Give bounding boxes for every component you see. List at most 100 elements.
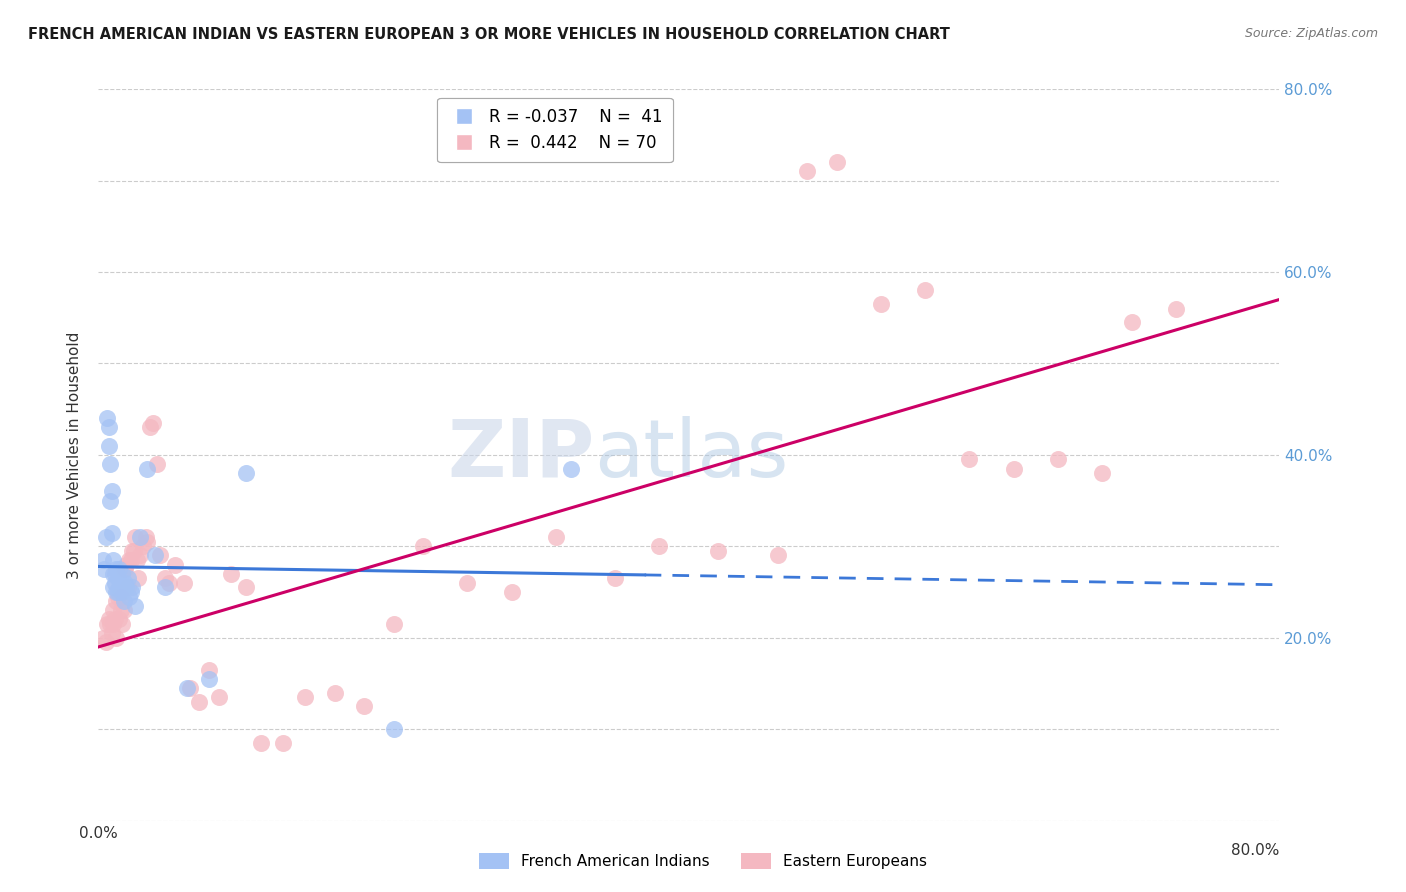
Point <box>707 544 730 558</box>
Point <box>382 617 405 632</box>
Point <box>179 681 201 695</box>
Point <box>111 581 134 595</box>
Point <box>187 695 209 709</box>
Point <box>97 420 120 434</box>
Point <box>135 530 157 544</box>
Point <box>766 549 789 563</box>
Text: ZIP: ZIP <box>447 416 595 494</box>
Point <box>648 539 671 553</box>
Point <box>143 549 166 563</box>
Point <box>136 534 159 549</box>
Point <box>121 544 143 558</box>
Point <box>103 617 125 632</box>
Point <box>546 530 568 544</box>
Point <box>112 562 135 576</box>
Point <box>98 457 121 471</box>
Point <box>104 566 127 581</box>
Point <box>110 585 132 599</box>
Point <box>139 420 162 434</box>
Point <box>353 699 375 714</box>
Point <box>103 566 125 581</box>
Point <box>125 553 148 567</box>
Point <box>105 585 128 599</box>
Point <box>117 581 139 595</box>
Point <box>198 672 221 686</box>
Point <box>157 576 180 591</box>
Point <box>104 576 127 591</box>
Point <box>132 539 155 553</box>
Point <box>456 576 478 591</box>
Point <box>146 457 169 471</box>
Point <box>176 681 198 695</box>
Point <box>198 663 221 677</box>
Point <box>1091 466 1114 480</box>
Point <box>914 284 936 298</box>
Point <box>97 613 120 627</box>
Point <box>117 571 139 585</box>
Point <box>107 590 129 604</box>
Point <box>96 411 118 425</box>
Point <box>124 599 146 613</box>
Point <box>382 723 405 737</box>
Point <box>149 549 172 563</box>
Text: 80.0%: 80.0% <box>1232 844 1279 858</box>
Point <box>796 164 818 178</box>
Text: Source: ZipAtlas.com: Source: ZipAtlas.com <box>1244 27 1378 40</box>
Point <box>98 493 121 508</box>
Point <box>107 571 129 585</box>
Point <box>112 603 135 617</box>
Point <box>294 690 316 705</box>
Point <box>501 585 523 599</box>
Point <box>97 439 120 453</box>
Point <box>111 617 134 632</box>
Point <box>271 736 294 750</box>
Point <box>114 562 136 576</box>
Point <box>122 544 145 558</box>
Point <box>91 553 114 567</box>
Point <box>108 581 131 595</box>
Point <box>111 566 134 581</box>
Point <box>96 617 118 632</box>
Point <box>120 585 142 599</box>
Y-axis label: 3 or more Vehicles in Household: 3 or more Vehicles in Household <box>67 331 83 579</box>
Point <box>100 525 122 540</box>
Point <box>869 297 891 311</box>
Text: FRENCH AMERICAN INDIAN VS EASTERN EUROPEAN 3 OR MORE VEHICLES IN HOUSEHOLD CORRE: FRENCH AMERICAN INDIAN VS EASTERN EUROPE… <box>28 27 950 42</box>
Legend: French American Indians, Eastern Europeans: French American Indians, Eastern Europea… <box>472 847 934 875</box>
Point <box>108 613 131 627</box>
Point <box>104 613 127 627</box>
Point <box>110 603 132 617</box>
Point <box>173 576 195 591</box>
Point <box>412 539 434 553</box>
Point <box>165 558 187 572</box>
Legend: R = -0.037    N =  41, R =  0.442    N = 70: R = -0.037 N = 41, R = 0.442 N = 70 <box>437 97 672 161</box>
Point <box>105 631 128 645</box>
Point <box>94 635 117 649</box>
Point <box>136 461 159 475</box>
Point <box>100 626 122 640</box>
Point <box>128 549 150 563</box>
Point <box>235 466 257 480</box>
Point <box>128 530 150 544</box>
Point <box>1121 315 1143 329</box>
Point <box>208 690 231 705</box>
Point <box>118 590 141 604</box>
Text: atlas: atlas <box>595 416 789 494</box>
Point <box>1046 452 1069 467</box>
Point <box>115 581 138 595</box>
Point <box>93 562 115 576</box>
Point <box>103 603 125 617</box>
Point <box>142 416 165 430</box>
Point <box>91 631 114 645</box>
Point <box>105 562 128 576</box>
Point <box>107 585 129 599</box>
Point <box>153 581 176 595</box>
Point <box>323 685 346 699</box>
Point <box>825 155 848 169</box>
Point <box>110 590 132 604</box>
Point <box>219 566 242 581</box>
Point <box>100 484 122 499</box>
Point <box>103 581 125 595</box>
Point <box>959 452 981 467</box>
Point <box>1002 461 1025 475</box>
